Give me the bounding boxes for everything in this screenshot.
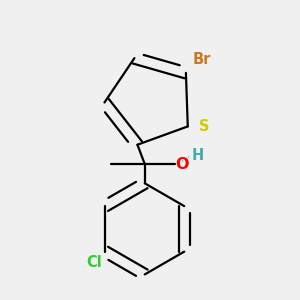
- Text: Cl: Cl: [86, 255, 102, 270]
- Text: H: H: [191, 148, 204, 163]
- Text: O: O: [176, 157, 189, 172]
- Text: Br: Br: [192, 52, 211, 67]
- Text: S: S: [199, 119, 209, 134]
